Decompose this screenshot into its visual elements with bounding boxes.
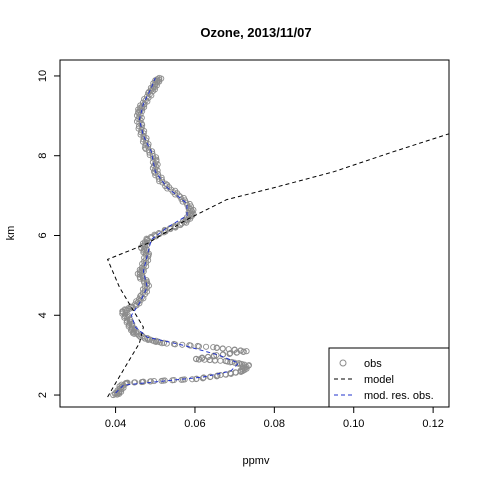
obs-points — [110, 74, 252, 399]
obs-point — [238, 360, 245, 367]
legend-box — [328, 347, 450, 408]
y-tick-label: 10 — [37, 70, 49, 82]
chart-title: Ozone, 2013/11/07 — [200, 25, 311, 40]
obs-point — [207, 373, 214, 380]
obs-point — [214, 372, 221, 379]
obs-point — [240, 348, 247, 355]
obs-point — [140, 378, 147, 385]
obs-point — [203, 343, 210, 350]
x-tick-label: 0.04 — [105, 418, 126, 430]
legend: obs model mod. res. obs. — [328, 347, 450, 408]
obs-point — [186, 342, 193, 349]
obs-point — [156, 74, 163, 81]
obs-point — [241, 361, 248, 368]
obs-point — [170, 340, 177, 348]
obs-point — [200, 374, 207, 381]
obs-point — [153, 156, 160, 163]
obs-point — [124, 379, 131, 386]
obs-point — [161, 377, 168, 384]
obs-point — [245, 362, 252, 369]
obs-point — [149, 148, 156, 155]
obs-point — [193, 355, 200, 362]
obs-point — [186, 200, 193, 208]
y-tick-label: 2 — [37, 392, 49, 398]
x-tick-label: 0.10 — [343, 418, 364, 430]
obs-point — [189, 376, 196, 383]
obs-point — [131, 379, 139, 386]
obs-point — [153, 337, 160, 344]
obs-point — [210, 344, 217, 351]
y-tick-label: 4 — [37, 312, 49, 318]
obs-point — [158, 177, 166, 184]
obs-point — [151, 378, 158, 385]
y-axis: 2 4 6 8 10 — [37, 70, 61, 398]
obs-point — [227, 350, 234, 357]
obs-point — [158, 174, 165, 181]
obs-point — [155, 173, 162, 180]
obs-point — [205, 353, 212, 360]
obs-point — [213, 344, 220, 351]
obs-point — [235, 360, 243, 367]
x-tick-label: 0.06 — [184, 418, 205, 430]
legend-obs-marker — [339, 359, 347, 367]
obs-point — [181, 376, 188, 383]
obs-point — [153, 154, 160, 161]
x-tick-label: 0.12 — [422, 418, 443, 430]
legend-mod-res-obs-label: mod. res. obs. — [364, 390, 434, 402]
y-tick-label: 8 — [37, 153, 49, 159]
obs-point — [147, 84, 154, 91]
obs-point — [217, 357, 224, 364]
obs-point — [160, 339, 168, 346]
obs-point — [210, 352, 218, 359]
model-line — [106, 133, 450, 398]
obs-point — [231, 359, 238, 366]
obs-point — [177, 193, 184, 200]
legend-obs-label: obs — [364, 358, 382, 370]
obs-point — [219, 345, 226, 352]
obs-point — [243, 348, 250, 355]
obs-point — [137, 104, 144, 111]
x-axis: 0.04 0.06 0.08 0.10 0.12 — [105, 406, 444, 430]
obs-point — [135, 125, 142, 132]
obs-point — [193, 375, 200, 382]
series-lines — [106, 77, 450, 398]
obs-point — [194, 342, 201, 350]
y-tick-label: 6 — [37, 232, 49, 238]
obs-point — [231, 346, 238, 353]
mod-res-obs-line — [115, 77, 240, 394]
obs-point — [162, 180, 169, 187]
obs-point — [139, 240, 147, 247]
legend-model-label: model — [364, 374, 394, 386]
y-axis-label: km — [5, 226, 17, 241]
obs-point — [147, 378, 154, 385]
x-axis-label: ppmv — [243, 455, 270, 467]
obs-point — [225, 346, 232, 353]
obs-point — [152, 172, 159, 179]
x-tick-label: 0.08 — [264, 418, 285, 430]
obs-point — [213, 352, 220, 359]
obs-point — [136, 300, 143, 307]
obs-point — [199, 354, 206, 361]
obs-point — [237, 347, 244, 354]
